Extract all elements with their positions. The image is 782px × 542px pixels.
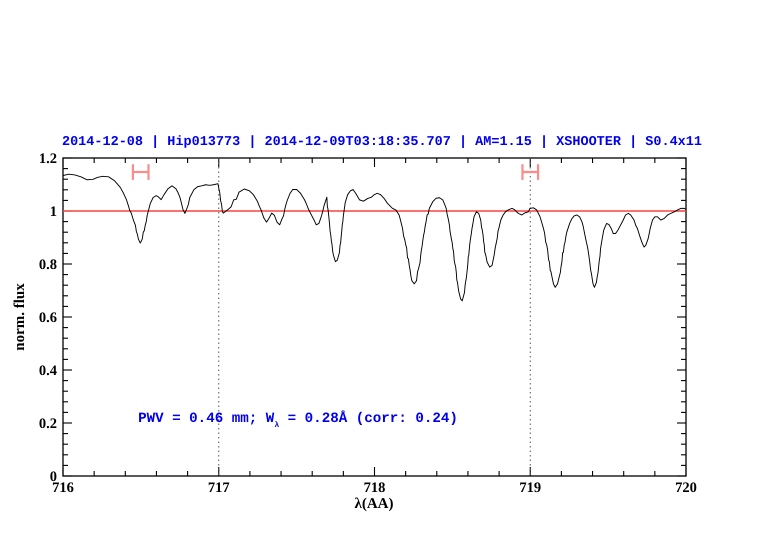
svg-text:0.2: 0.2 <box>39 416 57 432</box>
svg-text:1: 1 <box>50 204 57 220</box>
svg-text:0.6: 0.6 <box>39 310 57 326</box>
svg-text:717: 717 <box>208 480 230 496</box>
svg-text:1.2: 1.2 <box>39 151 57 167</box>
svg-text:0: 0 <box>50 469 57 485</box>
svg-text:0.8: 0.8 <box>39 257 57 273</box>
svg-text:719: 719 <box>519 480 541 496</box>
svg-text:718: 718 <box>364 480 386 496</box>
svg-text:720: 720 <box>675 480 697 496</box>
svg-text:0.4: 0.4 <box>39 363 57 379</box>
